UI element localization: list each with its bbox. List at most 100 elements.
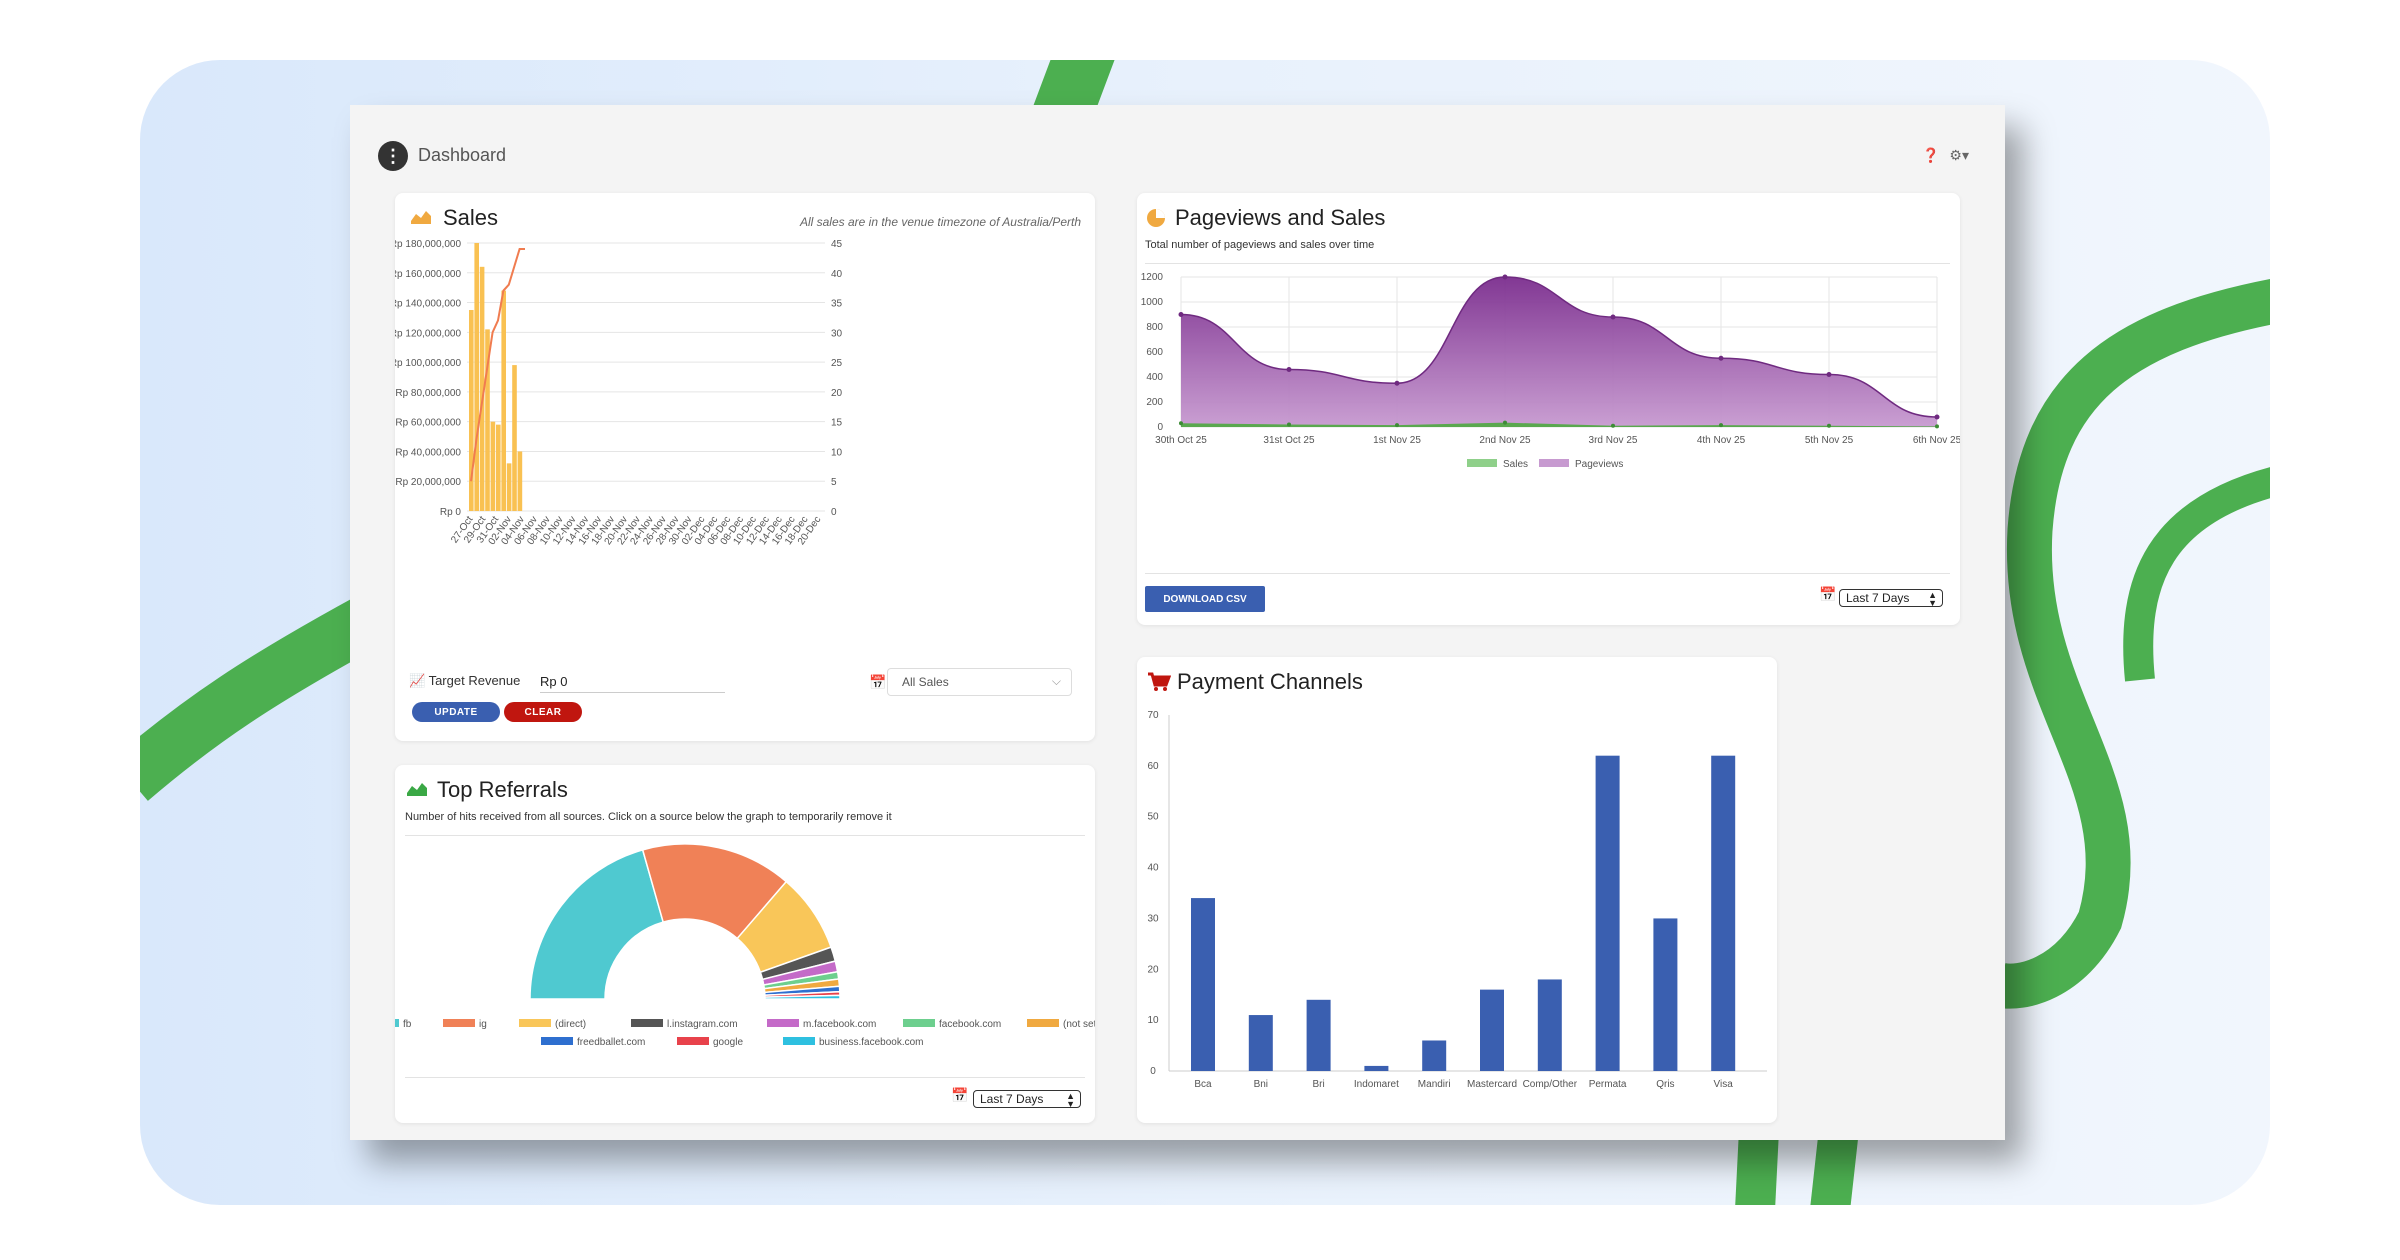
sales-bar xyxy=(501,290,506,511)
y-tick-label: 0 xyxy=(1157,422,1163,433)
target-revenue-label: 📈 Target Revenue xyxy=(409,673,520,689)
legend-swatch xyxy=(1027,1019,1059,1027)
timezone-note: All sales are in the venue timezone of A… xyxy=(799,215,1081,229)
y-tick-label-right: 30 xyxy=(831,328,843,339)
sales-bar xyxy=(512,365,517,511)
x-tick-label: Bca xyxy=(1194,1079,1212,1090)
y-tick-label-right: 10 xyxy=(831,447,843,458)
y-tick-label: 70 xyxy=(1147,710,1159,721)
sales-point xyxy=(1827,423,1831,428)
legend-label: Sales xyxy=(1503,459,1528,470)
sales-bar xyxy=(469,310,474,511)
y-tick-label-right: 15 xyxy=(831,418,843,429)
y-tick-label-left: Rp 40,000,000 xyxy=(395,447,461,458)
referral-slice xyxy=(529,848,665,1000)
payment-bar xyxy=(1537,979,1562,1071)
sales-area xyxy=(1181,422,1937,427)
y-tick-label: 800 xyxy=(1146,322,1163,333)
sales-point xyxy=(1395,423,1399,428)
download-csv-button[interactable]: DOWNLOAD CSV xyxy=(1145,586,1265,612)
pageviews-subtitle: Total number of pageviews and sales over… xyxy=(1145,239,1375,251)
x-tick-label: Bri xyxy=(1312,1079,1324,1090)
legend-swatch xyxy=(395,1019,399,1027)
menu-icon[interactable]: ⋮ xyxy=(378,141,408,171)
legend-label: google xyxy=(713,1037,743,1048)
legend-label: (direct) xyxy=(555,1019,586,1030)
gear-icon[interactable]: ⚙▾ xyxy=(1949,147,1969,163)
select-arrows-icon: ▲ ▼ xyxy=(1066,1091,1075,1109)
sales-bar xyxy=(517,451,523,511)
update-button[interactable]: UPDATE xyxy=(412,702,500,722)
pageviews-point xyxy=(1718,355,1724,361)
sales-point xyxy=(1611,423,1615,428)
legend-swatch xyxy=(541,1037,573,1045)
pageviews-range-select[interactable]: Last 7 Days ▲ ▼ xyxy=(1839,589,1943,608)
sales-filter-value: All Sales xyxy=(902,675,949,689)
top-icons: ❓ ⚙▾ xyxy=(1922,147,1969,164)
legend-swatch xyxy=(1539,459,1569,467)
target-revenue-input[interactable]: Rp 0 xyxy=(540,674,725,693)
payment-bar xyxy=(1422,1040,1447,1071)
calendar-icon: 📅 xyxy=(951,1087,969,1103)
legend-label: Pageviews xyxy=(1575,459,1623,470)
divider xyxy=(1145,263,1950,264)
payment-bar xyxy=(1191,898,1215,1071)
legend-label: fb xyxy=(403,1019,412,1030)
legend-swatch xyxy=(519,1019,551,1027)
x-tick-label: Mandiri xyxy=(1418,1079,1451,1090)
divider xyxy=(405,1077,1085,1078)
calendar-icon: 📅 xyxy=(1819,586,1837,602)
y-tick-label: 0 xyxy=(1150,1066,1156,1077)
x-tick-label: 5th Nov 25 xyxy=(1805,435,1854,446)
y-tick-label-left: Rp 60,000,000 xyxy=(395,418,461,429)
clear-button[interactable]: CLEAR xyxy=(504,702,582,722)
legend-label: m.facebook.com xyxy=(803,1019,876,1030)
sales-point xyxy=(1503,420,1507,425)
x-tick-label: Qris xyxy=(1656,1079,1674,1090)
legend-swatch xyxy=(903,1019,935,1027)
referrals-title: Top Referrals xyxy=(437,777,568,802)
question-circle-icon[interactable]: ❓ xyxy=(1921,147,1940,163)
calendar-icon: 📅 xyxy=(869,674,887,690)
legend-swatch xyxy=(443,1019,475,1027)
referrals-range-value: Last 7 Days xyxy=(980,1092,1044,1106)
pageviews-area xyxy=(1181,277,1937,427)
legend-label: l.instagram.com xyxy=(667,1019,738,1030)
y-tick-label: 1000 xyxy=(1141,297,1164,308)
pageviews-chart: 0 200 400 600 800 1000 1200 30th Oct 25 31st Oct… xyxy=(1141,272,1960,470)
x-tick-label: 4th Nov 25 xyxy=(1697,435,1746,446)
pageviews-line xyxy=(1180,276,1938,418)
x-tick-label: 3rd Nov 25 xyxy=(1589,435,1638,446)
y-tick-label-left: Rp 100,000,000 xyxy=(395,358,461,369)
sales-filter-select[interactable]: All Sales ⌵ xyxy=(887,668,1072,696)
x-tick-label: Bni xyxy=(1254,1079,1268,1090)
y-tick-label-left: Rp 140,000,000 xyxy=(395,299,461,310)
payment-bar xyxy=(1364,1065,1389,1071)
referrals-chart: fb ig (direct) l.instagram.com m.facebook.co… xyxy=(395,843,1095,1048)
divider xyxy=(405,835,1085,836)
select-arrows-icon: ▲ ▼ xyxy=(1928,590,1937,608)
sales-bar xyxy=(485,329,490,511)
sales-bar xyxy=(490,421,496,511)
payments-card: Payment Channels 0 10 20 30 40 50 60 70 Bca Bni Br… xyxy=(1137,657,1777,1123)
y-tick-label: 200 xyxy=(1146,397,1163,408)
sales-point xyxy=(1935,424,1939,429)
referral-slice xyxy=(764,994,841,1000)
y-tick-label-left: Rp 180,000,000 xyxy=(395,239,461,250)
pageviews-point xyxy=(1502,274,1508,280)
sales-bar xyxy=(506,463,512,511)
payment-bar xyxy=(1711,755,1736,1071)
sales-cumulative-line xyxy=(470,247,525,482)
y-tick-label-right: 45 xyxy=(831,239,843,250)
sales-title: Sales xyxy=(443,205,499,230)
y-tick-label: 40 xyxy=(1147,863,1159,874)
line-chart-icon: 📈 xyxy=(409,673,426,688)
pageviews-card: Pageviews and Sales Total number of page… xyxy=(1137,193,1960,625)
y-tick-label: 400 xyxy=(1146,372,1163,383)
referrals-range-select[interactable]: Last 7 Days ▲ ▼ xyxy=(973,1090,1081,1109)
legend-swatch xyxy=(1467,459,1497,467)
pageviews-point xyxy=(1394,380,1400,386)
dashboard-window: ⋮ Dashboard ❓ ⚙▾ Sales All sales are in … xyxy=(350,105,2005,1140)
sales-point xyxy=(1287,422,1291,427)
y-tick-label-right: 40 xyxy=(831,269,843,280)
